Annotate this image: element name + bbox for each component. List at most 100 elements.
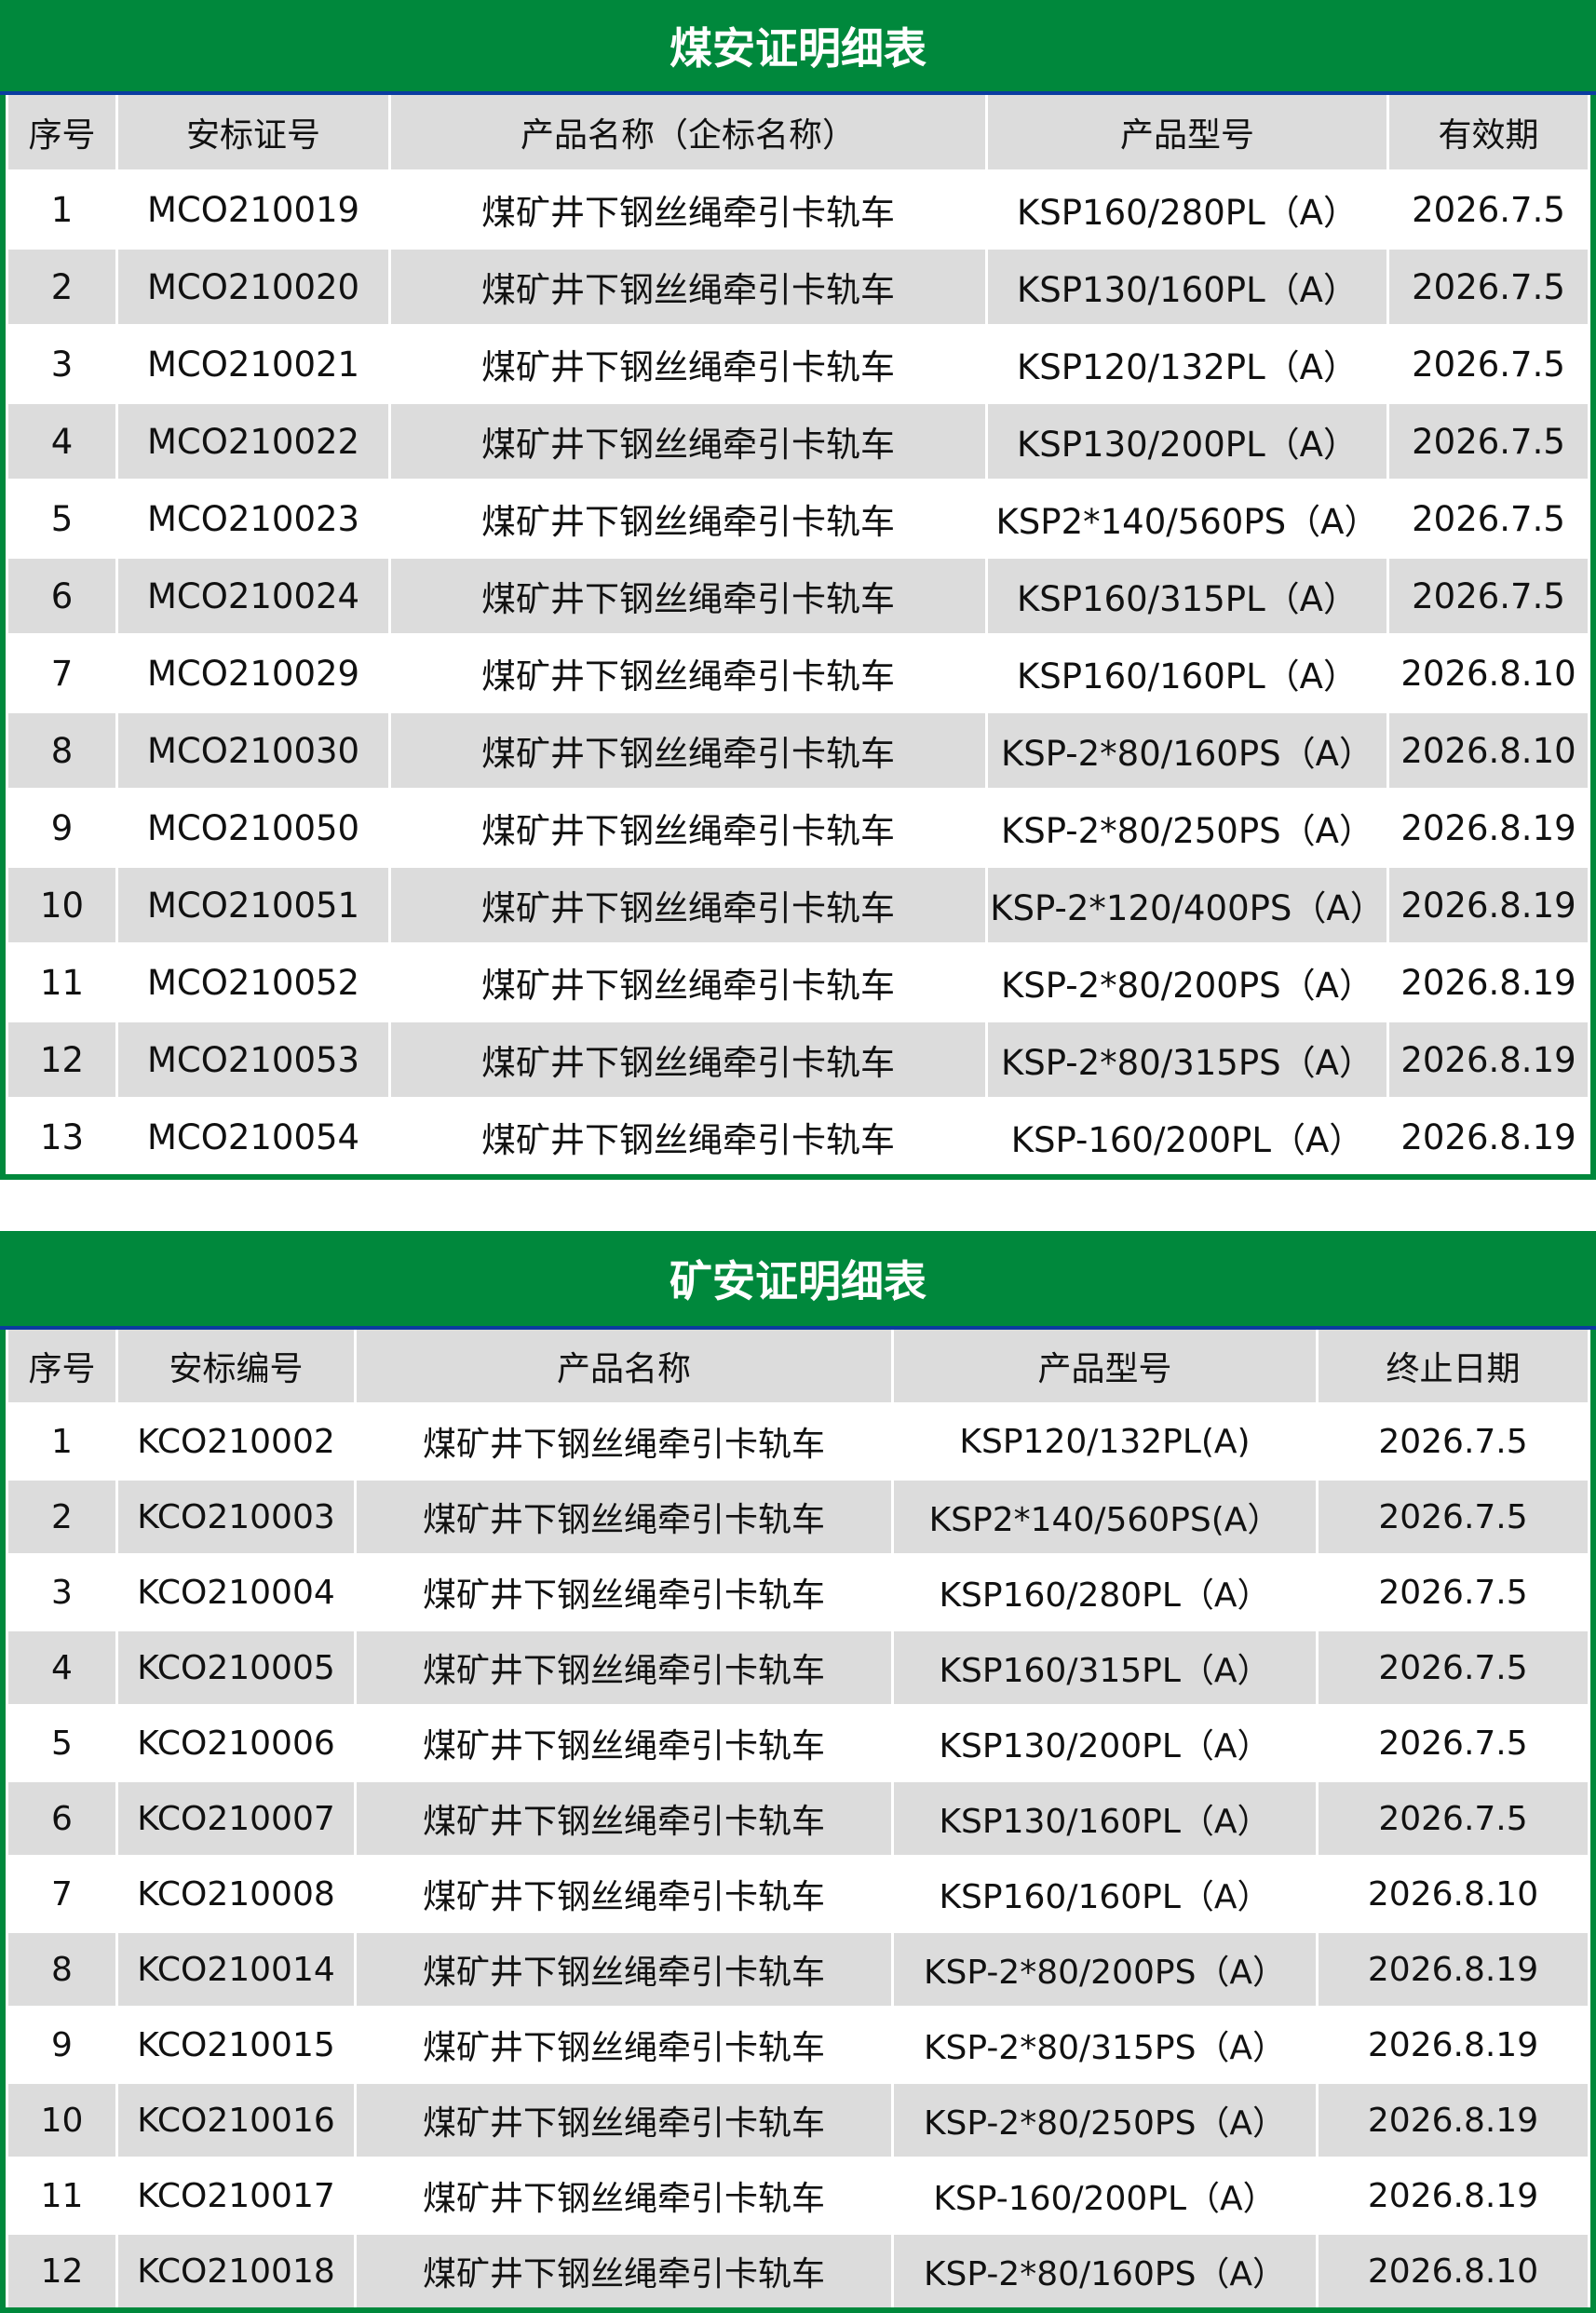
cell-index: 3 <box>50 344 74 385</box>
cell-expiry-date: 2026.8.10 <box>1400 653 1576 694</box>
table-row: 6 KCO210007 煤矿井下钢丝绳牵引卡轨车 KSP130/160PL（A） 202… <box>8 1782 1588 1855</box>
cell-expiry-date: 2026.8.19 <box>1389 1022 1588 1097</box>
cell-product-name: 煤矿井下钢丝绳牵引卡轨车 <box>422 1426 825 1464</box>
cell-product-name: 煤矿井下钢丝绳牵引卡轨车 <box>481 347 895 387</box>
cell-product-model: KSP-2*80/315PS（A） <box>988 1022 1386 1097</box>
cert-table: 序号 安标证号 产品名称（企标名称） 产品型号 有效期 1 MCO210019 煤矿井下钢丝… <box>6 92 1590 1177</box>
cell-index: 12 <box>8 1022 115 1097</box>
cell-index: 2 <box>8 1481 115 1553</box>
table-row: 4 KCO210005 煤矿井下钢丝绳牵引卡轨车 KSP160/315PL（A） 202… <box>8 1631 1588 1704</box>
cell-cert-number: KCO210017 <box>137 2176 335 2215</box>
cell-product-name: 煤矿井下钢丝绳牵引卡轨车 <box>357 1933 891 2006</box>
coal-safety-cert-table: 煤安证明细表 序号 安标证号 产品名称（企标名称） 产品型号 有效期 1 MCO21001… <box>0 0 1596 1180</box>
cell-product-model: KSP-2*80/200PS（A） <box>894 1933 1316 2006</box>
cell-expiry-date: 2026.8.19 <box>1400 807 1576 848</box>
column-header-index: 序号 <box>8 1330 115 1402</box>
cell-index: 4 <box>8 404 115 479</box>
cell-cert-number: MCO210023 <box>146 498 360 539</box>
cell-index: 9 <box>50 807 74 848</box>
cell-product-name: 煤矿井下钢丝绳牵引卡轨车 <box>357 1631 891 1704</box>
cell-expiry-date: 2026.7.5 <box>1412 189 1565 230</box>
header-row: 序号 安标证号 产品名称（企标名称） 产品型号 有效期 <box>8 95 1588 169</box>
cell-product-name: 煤矿井下钢丝绳牵引卡轨车 <box>422 1727 825 1765</box>
cell-product-name: 煤矿井下钢丝绳牵引卡轨车 <box>391 404 985 479</box>
cell-product-model: KSP120/132PL(A) <box>959 1422 1251 1461</box>
cell-cert-number: KCO210004 <box>137 1573 335 1612</box>
column-header-product-model: 产品型号 <box>894 1330 1316 1402</box>
cell-expiry-date: 2026.7.5 <box>1378 1422 1528 1461</box>
column-header-index: 序号 <box>8 95 115 169</box>
cell-product-name: 煤矿井下钢丝绳牵引卡轨车 <box>422 1576 825 1615</box>
cell-expiry-date: 2026.7.5 <box>1412 498 1565 539</box>
cell-cert-number: MCO210052 <box>146 962 360 1003</box>
cert-table: 序号 安标编号 产品名称 产品型号 终止日期 1 KCO210002 煤矿井下钢丝绳牵引卡轨… <box>6 1327 1590 2310</box>
cell-product-name: 煤矿井下钢丝绳牵引卡轨车 <box>481 1120 895 1160</box>
cell-index: 7 <box>50 653 74 694</box>
cell-index: 6 <box>8 1782 115 1855</box>
cell-product-model: KSP-160/200PL（A） <box>933 2180 1277 2218</box>
column-header-expiry-date: 终止日期 <box>1319 1330 1588 1402</box>
cell-product-model: KSP160/280PL（A） <box>1016 193 1358 233</box>
table-row: 1 KCO210002 煤矿井下钢丝绳牵引卡轨车 KSP120/132PL(A) 202… <box>8 1405 1588 1478</box>
cell-product-model: KSP2*140/560PS（A） <box>995 502 1379 542</box>
cell-product-name: 煤矿井下钢丝绳牵引卡轨车 <box>391 559 985 633</box>
cell-index: 8 <box>8 1933 115 2006</box>
cell-expiry-date: 2026.7.5 <box>1389 559 1588 633</box>
cell-product-model: KSP160/160PL（A） <box>1016 656 1358 697</box>
cell-expiry-date: 2026.7.5 <box>1389 404 1588 479</box>
cell-cert-number: MCO210020 <box>118 250 388 324</box>
cell-index: 1 <box>51 1422 73 1461</box>
cell-product-model: KSP160/160PL（A） <box>939 1878 1271 1916</box>
cell-cert-number: MCO210021 <box>146 344 360 385</box>
cell-product-name: 煤矿井下钢丝绳牵引卡轨车 <box>357 1481 891 1553</box>
cell-product-name: 煤矿井下钢丝绳牵引卡轨车 <box>357 2235 891 2307</box>
cell-index: 10 <box>8 868 115 942</box>
cell-product-name: 煤矿井下钢丝绳牵引卡轨车 <box>481 502 895 542</box>
table-row: 12 KCO210018 煤矿井下钢丝绳牵引卡轨车 KSP-2*80/160PS（A）… <box>8 2235 1588 2307</box>
table-row: 4 MCO210022 煤矿井下钢丝绳牵引卡轨车 KSP130/200PL（A） 202… <box>8 404 1588 479</box>
cell-cert-number: MCO210019 <box>146 189 360 230</box>
cell-index: 10 <box>8 2084 115 2157</box>
column-header-product-name: 产品名称（企标名称） <box>391 95 985 169</box>
cell-cert-number: KCO210006 <box>137 1724 335 1763</box>
header-row: 序号 安标编号 产品名称 产品型号 终止日期 <box>8 1330 1588 1402</box>
mine-safety-cert-table: 矿安证明细表 序号 安标编号 产品名称 产品型号 终止日期 1 KCO210002 煤矿井下… <box>0 1231 1596 2313</box>
cell-cert-number: MCO210030 <box>118 713 388 788</box>
table-row: 10 KCO210016 煤矿井下钢丝绳牵引卡轨车 KSP-2*80/250PS（A）… <box>8 2084 1588 2157</box>
table-row: 5 KCO210006 煤矿井下钢丝绳牵引卡轨车 KSP130/200PL（A） 202… <box>8 1707 1588 1779</box>
cell-cert-number: KCO210014 <box>118 1933 354 2006</box>
cell-index: 5 <box>51 1724 73 1763</box>
table-row: 11 KCO210017 煤矿井下钢丝绳牵引卡轨车 KSP-160/200PL（A） 2… <box>8 2159 1588 2232</box>
table-title: 矿安证明细表 <box>0 1231 1596 1330</box>
cell-expiry-date: 2026.7.5 <box>1412 344 1565 385</box>
table-row: 8 MCO210030 煤矿井下钢丝绳牵引卡轨车 KSP-2*80/160PS（A） 2… <box>8 713 1588 788</box>
cell-expiry-date: 2026.7.5 <box>1319 1782 1588 1855</box>
cell-expiry-date: 2026.7.5 <box>1389 250 1588 324</box>
cell-expiry-date: 2026.8.10 <box>1389 713 1588 788</box>
cell-product-name: 煤矿井下钢丝绳牵引卡轨车 <box>481 656 895 697</box>
column-header-product-model: 产品型号 <box>988 95 1386 169</box>
table-row: 11 MCO210052 煤矿井下钢丝绳牵引卡轨车 KSP-2*80/200PS（A）… <box>8 945 1588 1020</box>
table-row: 3 MCO210021 煤矿井下钢丝绳牵引卡轨车 KSP120/132PL（A） 202… <box>8 327 1588 401</box>
cell-cert-number: KCO210005 <box>118 1631 354 1704</box>
cell-expiry-date: 2026.7.5 <box>1319 1481 1588 1553</box>
cell-expiry-date: 2026.8.19 <box>1400 1116 1576 1157</box>
table-row: 9 KCO210015 煤矿井下钢丝绳牵引卡轨车 KSP-2*80/315PS（A） 2… <box>8 2009 1588 2081</box>
cell-index: 1 <box>50 189 74 230</box>
cell-product-model: KSP-160/200PL（A） <box>1010 1120 1364 1160</box>
cell-expiry-date: 2026.8.10 <box>1319 2235 1588 2307</box>
cell-cert-number: MCO210054 <box>146 1116 360 1157</box>
cell-index: 13 <box>39 1116 85 1157</box>
cell-index: 11 <box>39 962 85 1003</box>
cell-product-model: KSP-2*80/250PS（A） <box>894 2084 1316 2157</box>
table-row: 7 MCO210029 煤矿井下钢丝绳牵引卡轨车 KSP160/160PL（A） 202… <box>8 636 1588 710</box>
cell-cert-number: MCO210022 <box>118 404 388 479</box>
cell-cert-number: KCO210015 <box>137 2025 335 2064</box>
cell-expiry-date: 2026.8.19 <box>1319 2084 1588 2157</box>
table-row: 12 MCO210053 煤矿井下钢丝绳牵引卡轨车 KSP-2*80/315PS（A）… <box>8 1022 1588 1097</box>
table-title: 煤安证明细表 <box>0 0 1596 95</box>
cell-index: 6 <box>8 559 115 633</box>
cell-product-model: KSP160/315PL（A） <box>894 1631 1316 1704</box>
table-row: 2 KCO210003 煤矿井下钢丝绳牵引卡轨车 KSP2*140/560PS(A） 2… <box>8 1481 1588 1553</box>
cell-product-model: KSP-2*80/250PS（A） <box>1001 811 1373 851</box>
